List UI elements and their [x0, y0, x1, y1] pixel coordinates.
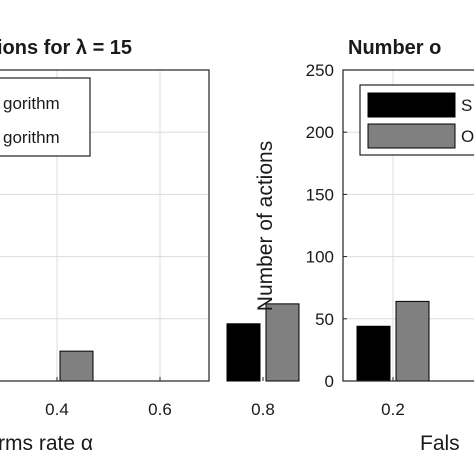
y-tick-label: 200: [306, 123, 334, 142]
right-x-ticks: 0.20.4: [381, 377, 405, 419]
left-legend-label-2: gorithm: [3, 128, 60, 147]
left-chart-title: ions for λ = 15: [0, 37, 132, 59]
left-x-axis-label: rms rate α: [0, 432, 93, 455]
y-tick-label: 50: [315, 310, 334, 329]
x-tick-label: 0.8: [251, 400, 275, 419]
x-tick-label: 0.4: [45, 400, 69, 419]
left-bar-series2-0.8: [265, 303, 300, 382]
right-y-ticks: 0 50 100 150 200 250: [306, 61, 347, 391]
right-legend-label-2: O: [461, 127, 474, 146]
right-bar-series2-0.2: [395, 300, 430, 382]
left-legend-label-1: gorithm: [3, 94, 60, 113]
y-tick-label: 0: [325, 372, 334, 391]
left-legend-box: [0, 77, 91, 157]
right-bars: [356, 300, 430, 382]
right-y-axis-label: Number of actions: [254, 141, 277, 311]
right-legend-swatch-2: [367, 123, 456, 149]
left-chart: 0.20.40.60.8 ions for λ = 15 rms rate α …: [0, 37, 300, 455]
left-x-ticks: 0.20.40.60.8: [45, 377, 275, 419]
right-plot-frame: [342, 69, 474, 382]
x-tick-label: 0.6: [148, 400, 172, 419]
x-tick-label: 0.2: [381, 400, 405, 419]
right-legend-swatch-1: [367, 92, 456, 118]
right-chart-title: Number o: [348, 37, 441, 59]
left-legend: gorithm gorithm: [0, 77, 91, 157]
left-bars: [59, 303, 300, 382]
y-tick-label: 100: [306, 248, 334, 267]
right-bar-series1-0.2: [356, 325, 391, 382]
y-tick-label: 250: [306, 61, 334, 80]
y-tick-label: 150: [306, 185, 334, 204]
right-legend-label-1: S: [461, 96, 472, 115]
left-bar-series1-0.8: [226, 323, 261, 382]
right-chart: 0 50 100 150 200 250 0.20.4 Number o Number o…: [254, 37, 474, 455]
left-plot-frame: [0, 69, 210, 382]
left-bar-series2-0.4: [59, 350, 94, 382]
right-x-axis-label: Fals: [420, 432, 460, 455]
right-legend: S O: [359, 84, 474, 156]
